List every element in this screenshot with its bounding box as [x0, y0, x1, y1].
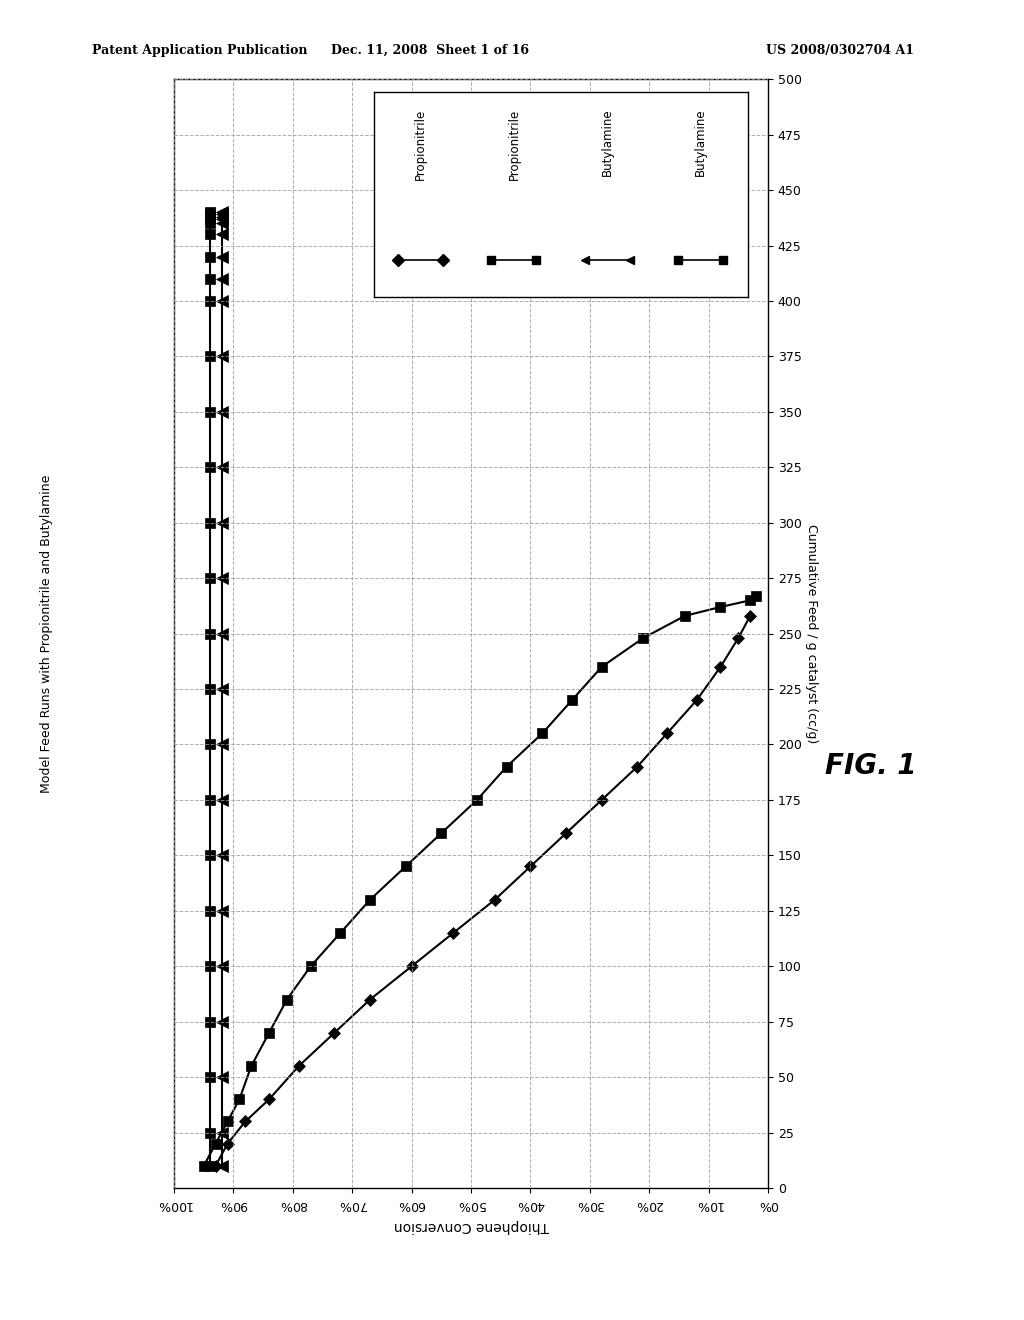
Text: Dec. 11, 2008  Sheet 1 of 16: Dec. 11, 2008 Sheet 1 of 16 — [331, 44, 529, 57]
Text: Butylamine: Butylamine — [694, 108, 708, 177]
Text: US 2008/0302704 A1: US 2008/0302704 A1 — [766, 44, 913, 57]
Text: Propionitrile: Propionitrile — [414, 108, 427, 180]
Text: Patent Application Publication: Patent Application Publication — [92, 44, 307, 57]
Y-axis label: Cumulative Feed / g catalyst (cc/g): Cumulative Feed / g catalyst (cc/g) — [806, 524, 818, 743]
Text: Model Feed Runs with Propionitrile and Butylamine: Model Feed Runs with Propionitrile and B… — [40, 474, 52, 793]
X-axis label: Thiophene Conversion: Thiophene Conversion — [393, 1220, 549, 1233]
Text: FIG. 1: FIG. 1 — [824, 751, 916, 780]
Text: Butylamine: Butylamine — [601, 108, 613, 177]
Text: Propionitrile: Propionitrile — [508, 108, 520, 180]
